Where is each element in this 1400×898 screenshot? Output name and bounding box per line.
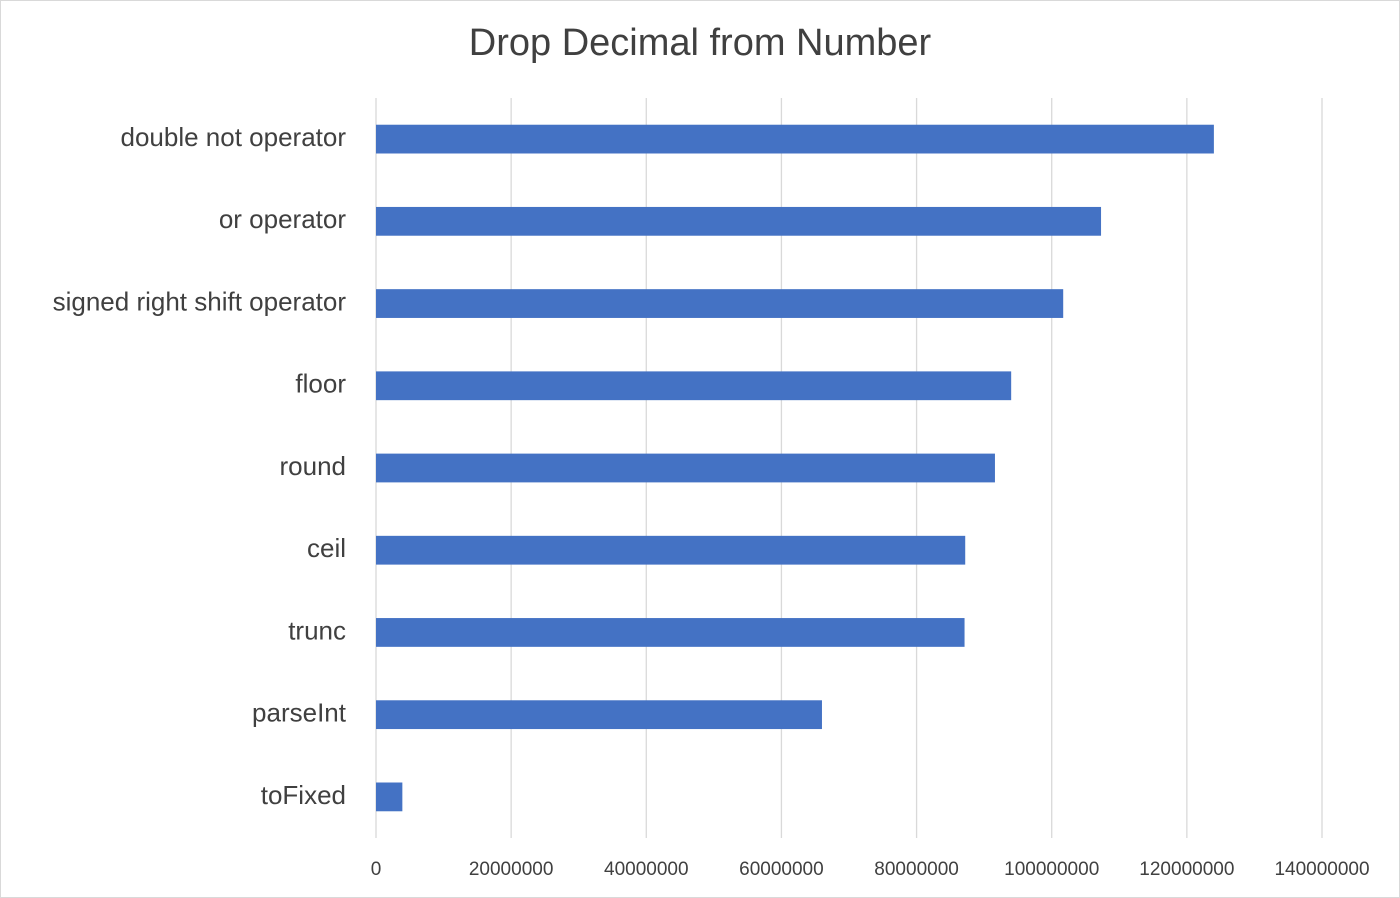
chart-title: Drop Decimal from Number	[468, 22, 932, 64]
category-label: signed right shift operator	[53, 286, 347, 316]
x-tick-label: 80000000	[874, 859, 959, 880]
bar	[376, 371, 1012, 401]
bar	[376, 782, 403, 812]
category-label: ceil	[307, 533, 346, 563]
x-tick-label: 60000000	[739, 859, 824, 880]
bar	[376, 206, 1102, 236]
bar	[376, 124, 1214, 154]
x-tick-label: 40000000	[604, 859, 689, 880]
bars	[376, 124, 1214, 812]
x-tick-label: 140000000	[1274, 859, 1369, 880]
bar	[376, 700, 822, 730]
bar	[376, 618, 965, 647]
x-tick-label: 100000000	[1004, 859, 1099, 880]
category-label: trunc	[288, 615, 346, 645]
x-tick-label: 0	[371, 859, 382, 880]
category-label: or operator	[219, 204, 347, 234]
bar	[376, 535, 966, 565]
category-label: toFixed	[261, 780, 346, 810]
category-label: round	[280, 451, 347, 481]
x-tick-label: 120000000	[1139, 859, 1234, 880]
category-labels: double not operator or operator signed rig…	[53, 122, 347, 810]
category-label: double not operator	[120, 122, 346, 152]
category-label: parseInt	[252, 698, 347, 728]
x-axis-tick-labels: 0 20000000 40000000 60000000 80000000 1000000…	[371, 859, 1370, 880]
bar	[376, 453, 995, 483]
category-label: floor	[295, 369, 346, 399]
x-tick-label: 20000000	[469, 859, 554, 880]
bar	[376, 289, 1064, 318]
